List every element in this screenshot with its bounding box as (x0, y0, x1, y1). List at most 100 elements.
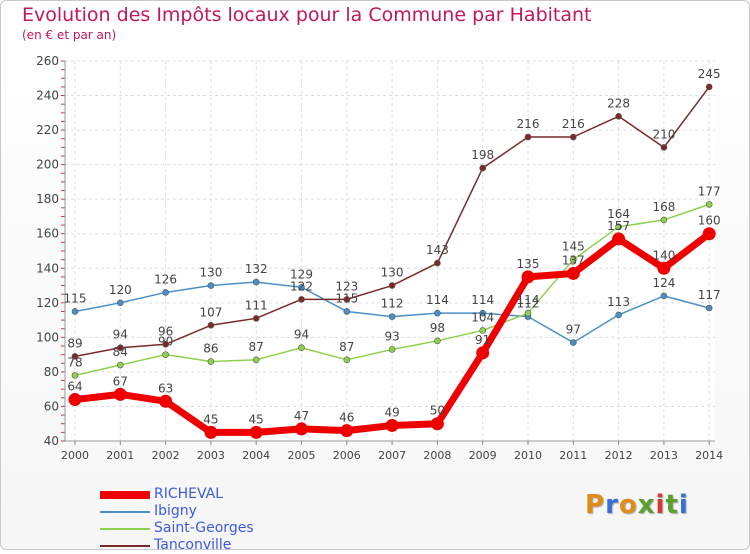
data-label-ibigny: 126 (154, 272, 177, 286)
data-point-richeval (249, 425, 263, 439)
data-point-tanconville (71, 353, 79, 360)
data-label-tanconville: 122 (290, 279, 313, 293)
x-tick-label: 2012 (605, 449, 633, 462)
data-point-richeval (340, 424, 354, 438)
data-label-richeval: 50 (430, 404, 445, 418)
y-tick-label: 220 (36, 123, 59, 137)
line-chart: 40 60 80 100 120 140 160 180 200 220 240 260 2000 200… (36, 54, 723, 462)
x-tick-label: 2000 (61, 449, 89, 462)
data-label-ibigny: 97 (566, 323, 581, 337)
data-label-ibigny: 120 (109, 283, 132, 297)
data-point-saint-georges (705, 201, 713, 208)
data-point-richeval (566, 266, 580, 280)
data-point-saint-georges (117, 361, 124, 369)
chart-legend: RICHEVAL Ibigny Saint-Georges Tanconville (100, 486, 360, 554)
legend-label: Tanconville (154, 537, 232, 553)
data-point-tanconville (117, 344, 124, 352)
x-tick-label: 2010 (514, 449, 542, 462)
chart-title: Evolution des Impôts locaux pour la Comm… (22, 4, 592, 26)
y-tick-label: 100 (36, 330, 59, 344)
data-label-saint-georges: 93 (384, 329, 399, 343)
data-point-richeval (385, 418, 399, 432)
data-point-richeval (113, 387, 127, 401)
data-label-saint-georges: 114 (517, 293, 540, 307)
data-point-tanconville (569, 133, 577, 141)
data-label-richeval: 135 (517, 257, 540, 271)
data-label-richeval: 63 (158, 381, 173, 395)
data-point-saint-georges (660, 216, 668, 224)
legend-label: Saint-Georges (154, 520, 254, 536)
data-label-richeval: 140 (652, 248, 675, 262)
data-point-saint-georges (434, 337, 441, 345)
legend-item-ibigny: Ibigny (100, 503, 360, 520)
proxiti-logo: Proxiti (585, 490, 689, 520)
y-tick-label: 180 (36, 192, 59, 206)
data-label-saint-georges: 177 (698, 184, 721, 198)
x-tick-label: 2013 (650, 449, 678, 462)
data-label-ibigny: 124 (652, 276, 675, 290)
x-tick-label: 2004 (242, 449, 270, 462)
data-label-richeval: 45 (249, 412, 264, 426)
data-point-ibigny (162, 289, 169, 296)
data-label-tanconville: 245 (698, 67, 721, 81)
data-label-ibigny: 112 (381, 297, 404, 311)
data-label-ibigny: 114 (426, 293, 449, 307)
y-tick-label: 40 (44, 434, 59, 448)
data-label-richeval: 157 (607, 219, 630, 233)
data-point-richeval (521, 270, 535, 284)
data-point-tanconville (298, 296, 305, 303)
y-tick-label: 120 (36, 296, 59, 310)
data-point-ibigny (207, 282, 215, 289)
data-point-ibigny (479, 309, 487, 317)
data-label-saint-georges: 78 (67, 355, 82, 369)
data-label-ibigny: 114 (471, 293, 494, 307)
x-tick-label: 2006 (333, 449, 361, 462)
data-point-richeval (159, 394, 173, 408)
data-label-richeval: 91 (475, 333, 490, 347)
data-label-saint-georges: 164 (607, 207, 630, 221)
data-point-ibigny (71, 308, 79, 315)
legend-label: RICHEVAL (154, 486, 224, 502)
data-label-tanconville: 198 (471, 148, 494, 162)
data-label-richeval: 49 (384, 405, 399, 419)
data-point-ibigny (660, 292, 668, 300)
data-label-tanconville: 130 (381, 266, 404, 280)
data-label-tanconville: 123 (335, 279, 358, 293)
data-point-richeval (612, 232, 626, 246)
data-point-ibigny (117, 299, 124, 307)
data-label-ibigny: 113 (607, 295, 630, 309)
chart-subtitle: (en € et par an) (22, 28, 117, 42)
y-tick-label: 200 (36, 158, 59, 172)
data-point-tanconville (660, 144, 668, 151)
data-label-tanconville: 89 (67, 336, 82, 350)
data-label-tanconville: 216 (562, 117, 585, 131)
data-label-tanconville: 96 (158, 324, 173, 338)
data-point-tanconville (524, 133, 532, 141)
data-label-ibigny: 112 (517, 297, 540, 311)
data-label-tanconville: 111 (245, 298, 268, 312)
data-point-tanconville (162, 340, 169, 348)
data-point-richeval (68, 393, 82, 407)
data-label-tanconville: 143 (426, 243, 449, 257)
data-label-ibigny: 117 (698, 288, 721, 302)
data-point-saint-georges (479, 327, 487, 334)
data-label-richeval: 47 (294, 409, 309, 423)
data-point-tanconville (705, 83, 713, 91)
x-tick-label: 2003 (197, 449, 225, 462)
x-tick-label: 2005 (288, 449, 316, 462)
data-point-richeval (295, 422, 308, 436)
legend-swatch-tanconville (100, 545, 150, 547)
x-tick-label: 2002 (152, 449, 180, 462)
y-tick-label: 60 (44, 399, 59, 413)
data-label-richeval: 64 (67, 380, 82, 394)
data-point-saint-georges (569, 256, 577, 263)
data-label-tanconville: 228 (607, 96, 630, 110)
x-tick-label: 2008 (423, 449, 451, 462)
data-label-saint-georges: 84 (113, 345, 128, 359)
data-label-richeval: 160 (698, 214, 721, 228)
legend-item-tanconville: Tanconville (100, 537, 360, 554)
x-tick-label: 2014 (695, 449, 723, 462)
data-point-tanconville (343, 296, 351, 303)
data-point-saint-georges (252, 356, 260, 364)
y-tick-label: 140 (36, 261, 59, 275)
